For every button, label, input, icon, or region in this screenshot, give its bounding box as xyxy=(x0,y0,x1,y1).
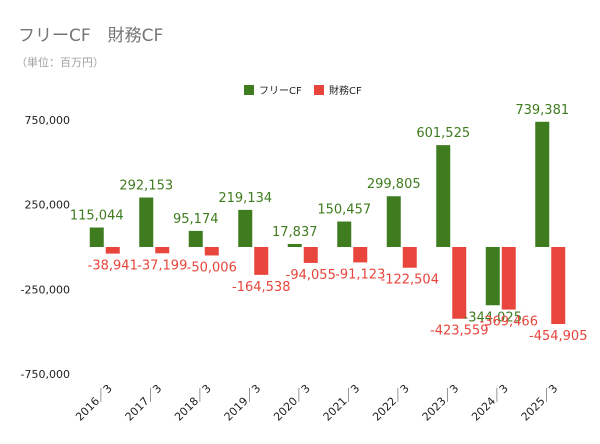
chart-title: フリーCF 財務CF xyxy=(18,26,163,46)
data-label-financing-cf: -50,006 xyxy=(187,260,237,275)
bar-free-cf xyxy=(337,221,352,247)
data-label-free-cf: 292,153 xyxy=(119,179,173,194)
y-tick-label: -750,000 xyxy=(21,368,70,381)
bar-free-cf xyxy=(386,196,401,247)
bar-financing-cf xyxy=(254,247,269,275)
bar-free-cf xyxy=(139,197,154,247)
data-label-financing-cf: -122,504 xyxy=(381,273,439,288)
bar-financing-cf xyxy=(155,247,170,254)
bar-free-cf xyxy=(89,227,104,247)
x-tick-label: 2024／3 xyxy=(469,382,511,424)
y-tick-label: -250,000 xyxy=(21,283,70,296)
bar-financing-cf xyxy=(402,247,417,268)
data-label-financing-cf: -454,905 xyxy=(529,329,587,344)
legend-label: 財務CF xyxy=(329,84,362,97)
bar-financing-cf xyxy=(551,247,566,325)
x-axis: 2016／3 2017／3 2018／3 2019／3 2020／3 2021／3 2022… xyxy=(73,382,560,424)
data-label-free-cf: 95,174 xyxy=(173,212,219,227)
bar-free-cf xyxy=(485,247,500,306)
bar-financing-cf xyxy=(204,247,219,256)
bar-free-cf xyxy=(436,145,451,247)
bar-free-cf xyxy=(287,243,302,247)
bar-financing-cf xyxy=(501,247,516,310)
data-label-financing-cf: -94,055 xyxy=(286,268,336,283)
x-tick-label: 2021／3 xyxy=(321,382,363,424)
y-tick-label: 250,000 xyxy=(25,199,71,212)
bar-financing-cf xyxy=(452,247,467,319)
x-tick-label: 2017／3 xyxy=(123,382,165,424)
data-label-financing-cf: -423,559 xyxy=(430,324,488,339)
data-label-financing-cf: -91,123 xyxy=(335,267,385,282)
x-tick-label: 2016／3 xyxy=(73,382,115,424)
data-label-free-cf: 150,457 xyxy=(317,203,371,218)
data-label-free-cf: 739,381 xyxy=(515,103,569,118)
legend-swatch xyxy=(314,85,324,95)
data-label-free-cf: 115,044 xyxy=(70,209,124,224)
x-tick-label: 2023／3 xyxy=(420,382,462,424)
data-label-free-cf: 219,134 xyxy=(218,191,272,206)
value-labels: 115,044 -38,941 292,153 -37,199 95,174 -50,00… xyxy=(70,103,588,344)
x-tick-label: 2018／3 xyxy=(172,382,214,424)
bar-financing-cf xyxy=(303,247,318,263)
x-tick-label: 2020／3 xyxy=(271,382,313,424)
data-label-financing-cf: -369,466 xyxy=(480,315,538,330)
bar-free-cf xyxy=(238,209,253,247)
data-label-financing-cf: -164,538 xyxy=(232,280,290,295)
legend-swatch xyxy=(244,85,254,95)
data-label-free-cf: 17,837 xyxy=(272,225,318,240)
y-tick-label: 750,000 xyxy=(25,114,71,127)
bars xyxy=(89,121,566,325)
data-label-free-cf: 601,525 xyxy=(416,126,470,141)
chart-subtitle: （単位：百万円） xyxy=(16,55,104,69)
bar-free-cf xyxy=(535,121,550,247)
x-tick-label: 2022／3 xyxy=(370,382,412,424)
x-tick-label: 2019／3 xyxy=(222,382,264,424)
y-axis: 750,000 250,000 -250,000 -750,000 xyxy=(21,114,70,381)
x-tick-label: 2025／3 xyxy=(519,382,561,424)
bar-financing-cf xyxy=(353,247,368,263)
data-label-financing-cf: -37,199 xyxy=(137,258,187,273)
bar-financing-cf xyxy=(105,247,120,254)
data-label-financing-cf: -38,941 xyxy=(88,259,138,274)
legend-label: フリーCF xyxy=(259,86,302,97)
data-label-free-cf: 299,805 xyxy=(367,177,421,192)
bar-free-cf xyxy=(188,230,203,247)
data-label-free-cf: -344,025 xyxy=(464,310,522,325)
legend: フリーCF 財務CF xyxy=(244,84,362,97)
